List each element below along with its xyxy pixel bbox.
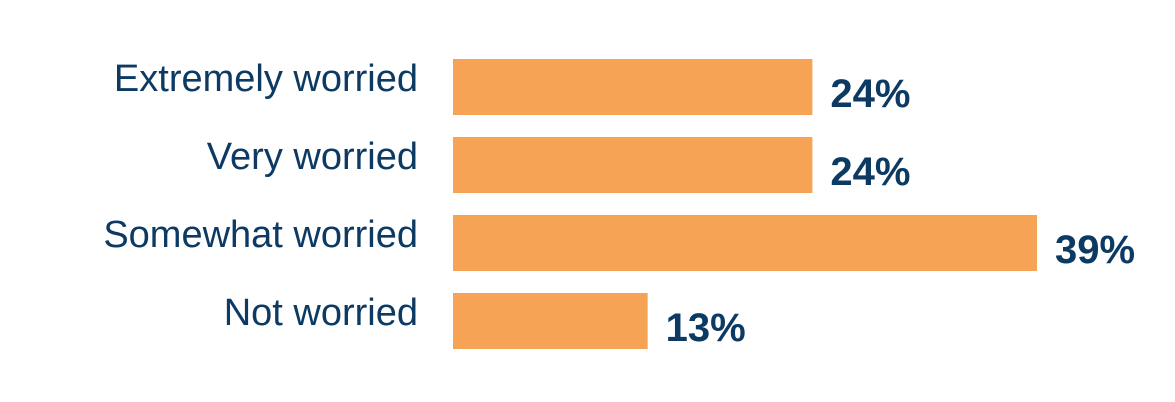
category-label-somewhat-worried: Somewhat worried	[103, 214, 418, 256]
bar-very-worried	[453, 137, 813, 193]
category-labels: Extremely worried Very worried Somewhat wo…	[103, 58, 418, 334]
value-labels: 24% 24% 39% 13%	[666, 72, 1135, 350]
bar-not-worried	[453, 293, 648, 349]
category-label-not-worried: Not worried	[224, 292, 418, 334]
bar-extremely-worried	[453, 59, 813, 115]
value-label-somewhat-worried: 39%	[1055, 228, 1135, 272]
value-label-extremely-worried: 24%	[830, 72, 910, 116]
category-label-very-worried: Very worried	[207, 136, 418, 178]
bar-somewhat-worried	[453, 215, 1037, 271]
category-label-extremely-worried: Extremely worried	[114, 58, 418, 100]
value-label-very-worried: 24%	[830, 150, 910, 194]
value-label-not-worried: 13%	[666, 306, 746, 350]
bars	[453, 59, 1037, 349]
